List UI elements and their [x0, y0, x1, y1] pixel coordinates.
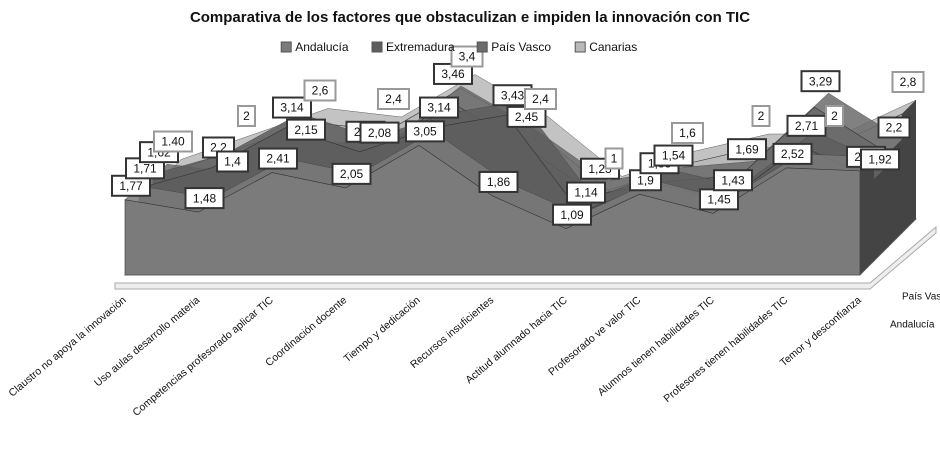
data-label-box: [653, 144, 694, 167]
data-label-box: [877, 116, 911, 139]
data-label-box: [237, 105, 256, 127]
data-label: 2,6: [312, 84, 329, 98]
legend-label: País Vasco: [491, 40, 551, 54]
data-label-box: [272, 96, 312, 119]
data-label: 1,69: [735, 142, 759, 156]
data-label: 3,14: [427, 101, 451, 115]
data-label-box: [860, 148, 900, 171]
data-label-box: [825, 105, 844, 127]
data-label-box: [713, 169, 753, 192]
floor-edge: [114, 225, 937, 290]
data-label-box: [286, 118, 326, 141]
legend-label: Canarias: [589, 40, 637, 54]
depth-label: Andalucía: [890, 320, 935, 331]
data-label-box: [604, 147, 624, 170]
x-tick-label: Competencias profesorado aplicar TIC: [130, 294, 276, 419]
data-label-box: [303, 79, 337, 102]
data-label: 1: [611, 152, 618, 166]
data-label-box: [772, 142, 813, 165]
data-label: 1,09: [560, 208, 584, 222]
data-label: 1,14: [574, 186, 598, 200]
data-label: 2: [758, 109, 765, 123]
data-label-box: [566, 181, 606, 204]
data-label: 2,45: [515, 110, 539, 124]
data-label: 1,9: [637, 173, 654, 187]
x-tick-label: Alumnos tienen habilidades TIC: [596, 294, 717, 399]
data-label: 1,45: [707, 193, 731, 207]
data-label-box: [153, 130, 193, 153]
data-label: 3,29: [809, 74, 833, 88]
data-label-box: [552, 203, 592, 226]
data-label-box: [419, 96, 459, 119]
data-label-box: [359, 121, 400, 144]
data-label: 2: [831, 109, 838, 123]
data-label: 1,77: [119, 179, 143, 193]
data-label: 2,05: [340, 167, 364, 181]
data-label: 3,46: [441, 67, 465, 81]
legend-label: Andalucía: [295, 40, 349, 54]
depth-label: País Vasco: [902, 292, 940, 303]
x-tick-label: Claustro no apoya la innovación: [7, 294, 129, 399]
data-label-box: [405, 120, 445, 143]
data-label-box: [377, 88, 410, 110]
x-tick-label: Profesores tienen habilidades TIC: [661, 294, 790, 405]
area-end: [874, 165, 888, 261]
data-label-box: [891, 71, 925, 93]
data-label: 2,41: [266, 152, 290, 166]
legend-swatch: [476, 41, 488, 53]
data-label-box: [671, 122, 704, 144]
data-label: 1,86: [487, 175, 511, 189]
data-label: 2: [243, 109, 250, 123]
data-label: 1,71: [133, 161, 157, 175]
data-label-box: [524, 88, 557, 110]
data-label-box: [478, 170, 519, 193]
data-label: 2,8: [900, 75, 917, 89]
data-label-box: [450, 45, 484, 68]
legend-label: Extremadura: [386, 40, 455, 54]
data-label: 1,4: [224, 155, 241, 169]
data-label: 2,15: [294, 123, 318, 137]
data-label-box: [258, 147, 298, 170]
x-tick-label: Temor y desconfianza: [778, 294, 864, 369]
data-label-box: [751, 105, 771, 127]
data-label: 2,71: [795, 119, 819, 133]
data-label-box: [184, 187, 225, 210]
data-label: 2,4: [385, 92, 402, 106]
legend-swatch: [371, 41, 383, 53]
data-label-box: [727, 138, 767, 161]
data-label-box: [216, 150, 249, 173]
data-label: 2,08: [368, 126, 392, 140]
data-label-box: [331, 162, 372, 185]
data-label: 3,05: [413, 125, 437, 139]
data-label: 1,43: [721, 173, 745, 187]
data-label: 1,6: [679, 126, 696, 140]
data-label: 2,2: [886, 121, 903, 135]
legend-swatch: [280, 41, 292, 53]
data-label-box: [800, 70, 841, 93]
data-label: 1.40: [161, 135, 185, 149]
data-label: 1,54: [662, 149, 686, 163]
data-label: 1,48: [193, 191, 217, 205]
data-label: 3,14: [280, 101, 304, 115]
x-tick-label: Tiempo y dedicación: [342, 294, 423, 365]
legend-swatch: [574, 41, 586, 53]
data-label: 3,4: [459, 50, 476, 64]
chart-title: Comparativa de los factores que obstacul…: [190, 9, 750, 26]
data-label: 2,4: [532, 92, 549, 106]
data-label: 1,92: [868, 153, 892, 167]
data-label: 2,52: [781, 147, 805, 161]
data-label: 3,43: [501, 88, 525, 102]
x-tick-label: Coordinación docente: [263, 294, 349, 369]
area-end: [860, 156, 874, 275]
